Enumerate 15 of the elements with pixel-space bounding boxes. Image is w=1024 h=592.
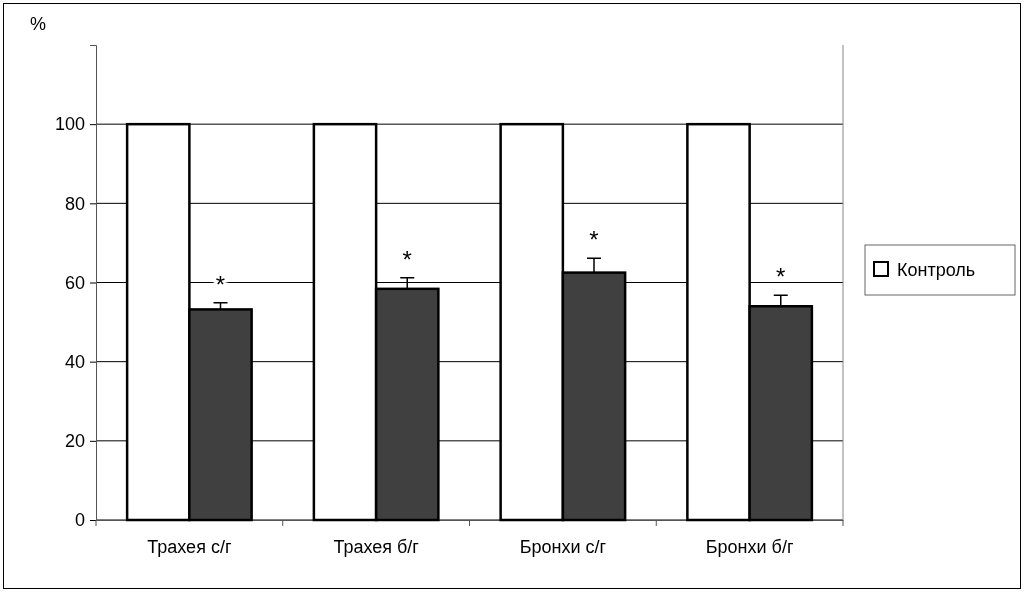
annotation: *: [589, 226, 599, 254]
annotation: *: [402, 245, 412, 273]
legend-label: Контроль: [897, 260, 976, 280]
x-tick-label: Бронхи б/г: [705, 536, 794, 557]
y-tick-label: 100: [54, 114, 85, 135]
y-tick-label: 60: [64, 272, 85, 293]
y-axis-title: %: [30, 14, 47, 34]
x-tick-label: Трахея с/г: [147, 536, 232, 557]
x-tick-label: Бронхи с/г: [519, 536, 607, 557]
annotation: *: [776, 263, 786, 291]
x-tick-label: Трахея б/г: [333, 536, 420, 557]
y-tick-label: 40: [64, 351, 85, 372]
y-tick-label: 80: [64, 193, 85, 214]
y-tick-label: 0: [74, 510, 85, 531]
y-tick-label: 20: [64, 431, 85, 452]
